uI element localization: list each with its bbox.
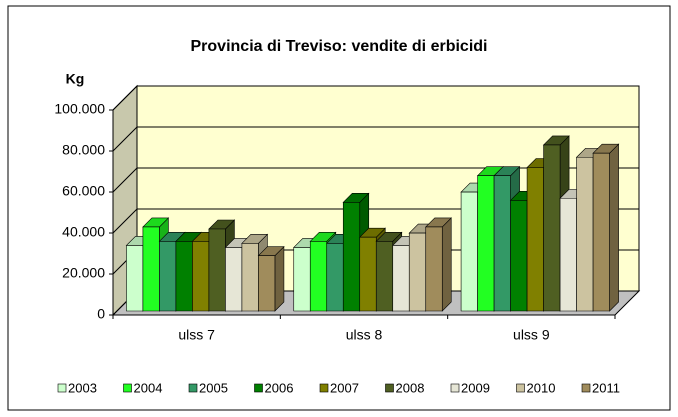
bar-side bbox=[441, 217, 452, 312]
y-tick-label: 20.000 bbox=[62, 265, 105, 281]
legend-swatch bbox=[188, 383, 198, 393]
bar-front bbox=[225, 247, 243, 312]
legend-label: 2008 bbox=[396, 380, 425, 395]
bar-front bbox=[592, 152, 610, 312]
bar-front bbox=[493, 175, 511, 312]
bar-side bbox=[609, 143, 619, 312]
legend-label: 2010 bbox=[527, 380, 556, 395]
y-tick-label: 0 bbox=[97, 306, 105, 322]
legend-swatch bbox=[319, 383, 329, 393]
bar-front bbox=[241, 243, 259, 312]
bar-front bbox=[342, 202, 361, 312]
x-tick-label: ulss 9 bbox=[513, 327, 550, 343]
bar-front bbox=[375, 241, 394, 312]
bar-front bbox=[309, 241, 328, 312]
bar-front bbox=[543, 144, 561, 312]
legend-swatch bbox=[450, 383, 460, 393]
legend-swatch bbox=[581, 383, 591, 393]
bar-front bbox=[175, 241, 193, 312]
x-tick-label: ulss 7 bbox=[178, 327, 215, 343]
bar bbox=[257, 245, 285, 312]
bar-front bbox=[142, 226, 160, 312]
legend-label: 2006 bbox=[265, 380, 294, 395]
y-axis-label: Kg bbox=[66, 71, 85, 87]
chart-title: Provincia di Treviso: vendite di erbicid… bbox=[191, 38, 488, 55]
x-tick-label: ulss 8 bbox=[346, 327, 383, 343]
bar-front bbox=[477, 175, 495, 312]
legend-label: 2004 bbox=[134, 380, 163, 395]
legend-swatch bbox=[385, 383, 394, 393]
bar-front bbox=[526, 167, 544, 312]
legend-label: 2009 bbox=[461, 380, 490, 395]
bar-front bbox=[576, 156, 594, 312]
legend-label: 2011 bbox=[592, 380, 620, 395]
bar-front bbox=[408, 232, 427, 312]
grid-line bbox=[112, 167, 639, 193]
bar-front bbox=[510, 200, 528, 312]
y-tick-label: 40.000 bbox=[62, 224, 105, 240]
grid-line bbox=[112, 126, 639, 152]
bar-front bbox=[208, 228, 226, 312]
bar-front bbox=[460, 191, 478, 312]
legend-swatch bbox=[123, 383, 132, 393]
legend-label: 2005 bbox=[199, 380, 228, 395]
bar-front bbox=[392, 245, 410, 312]
bar-front bbox=[159, 241, 177, 312]
legend-swatch bbox=[254, 383, 263, 393]
y-tick-label: 80.000 bbox=[62, 142, 105, 158]
bar bbox=[425, 217, 452, 312]
legend-label: 2007 bbox=[330, 380, 359, 395]
bar-front bbox=[326, 243, 344, 312]
bar-front bbox=[258, 255, 276, 312]
bar-front bbox=[425, 226, 443, 312]
y-tick-label: 100.000 bbox=[54, 101, 105, 117]
bar-front bbox=[192, 241, 210, 312]
legend-swatch bbox=[57, 383, 67, 393]
bar-front bbox=[559, 197, 577, 312]
bar-front bbox=[359, 236, 377, 312]
bar-side bbox=[274, 245, 285, 312]
legend-swatch bbox=[516, 383, 525, 393]
legend-label: 2003 bbox=[68, 380, 97, 395]
grid-line bbox=[112, 85, 639, 111]
bar-front bbox=[293, 247, 311, 312]
bar bbox=[592, 143, 620, 312]
y-tick-label: 60.000 bbox=[62, 183, 105, 199]
bar-front bbox=[126, 245, 144, 312]
